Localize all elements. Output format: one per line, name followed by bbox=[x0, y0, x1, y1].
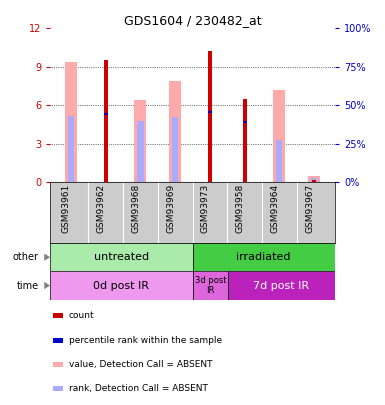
Text: GSM93973: GSM93973 bbox=[201, 184, 210, 233]
Bar bbox=[192, 271, 228, 300]
Bar bbox=[208, 51, 212, 182]
Bar bbox=[104, 113, 108, 115]
Bar bbox=[68, 115, 74, 182]
Bar bbox=[137, 121, 144, 182]
Text: other: other bbox=[12, 252, 38, 262]
Text: count: count bbox=[69, 311, 94, 320]
Text: 3d post
IR: 3d post IR bbox=[194, 276, 226, 295]
Text: rank, Detection Call = ABSENT: rank, Detection Call = ABSENT bbox=[69, 384, 208, 393]
Bar bbox=[192, 243, 335, 271]
Text: time: time bbox=[17, 281, 38, 290]
Bar bbox=[276, 140, 283, 182]
Text: GSM93967: GSM93967 bbox=[305, 184, 314, 233]
Title: GDS1604 / 230482_at: GDS1604 / 230482_at bbox=[124, 14, 261, 27]
Bar bbox=[243, 99, 247, 182]
Text: GSM93969: GSM93969 bbox=[166, 184, 175, 233]
Text: GSM93958: GSM93958 bbox=[236, 184, 244, 233]
Text: 0d post IR: 0d post IR bbox=[93, 281, 149, 290]
Bar bbox=[169, 81, 181, 182]
Bar bbox=[311, 178, 317, 182]
Text: GSM93968: GSM93968 bbox=[131, 184, 141, 233]
Bar bbox=[53, 338, 63, 343]
Bar bbox=[243, 121, 247, 123]
Bar bbox=[104, 60, 108, 182]
Text: percentile rank within the sample: percentile rank within the sample bbox=[69, 336, 222, 345]
Bar bbox=[228, 271, 335, 300]
Polygon shape bbox=[44, 254, 50, 261]
Bar bbox=[134, 100, 146, 182]
Bar bbox=[50, 243, 192, 271]
Text: irradiated: irradiated bbox=[236, 252, 291, 262]
Polygon shape bbox=[44, 282, 50, 289]
Bar bbox=[53, 313, 63, 318]
Bar bbox=[50, 271, 192, 300]
Bar bbox=[53, 386, 63, 391]
Text: GSM93962: GSM93962 bbox=[97, 184, 105, 233]
Bar bbox=[53, 362, 63, 367]
Bar bbox=[308, 176, 320, 182]
Bar bbox=[65, 62, 77, 182]
Text: GSM93964: GSM93964 bbox=[270, 184, 280, 233]
Bar bbox=[273, 90, 285, 182]
Bar bbox=[312, 180, 316, 182]
Text: GSM93961: GSM93961 bbox=[62, 184, 71, 233]
Bar bbox=[172, 117, 178, 182]
Bar bbox=[208, 111, 212, 113]
Text: untreated: untreated bbox=[94, 252, 149, 262]
Text: 7d post IR: 7d post IR bbox=[253, 281, 310, 290]
Text: value, Detection Call = ABSENT: value, Detection Call = ABSENT bbox=[69, 360, 212, 369]
